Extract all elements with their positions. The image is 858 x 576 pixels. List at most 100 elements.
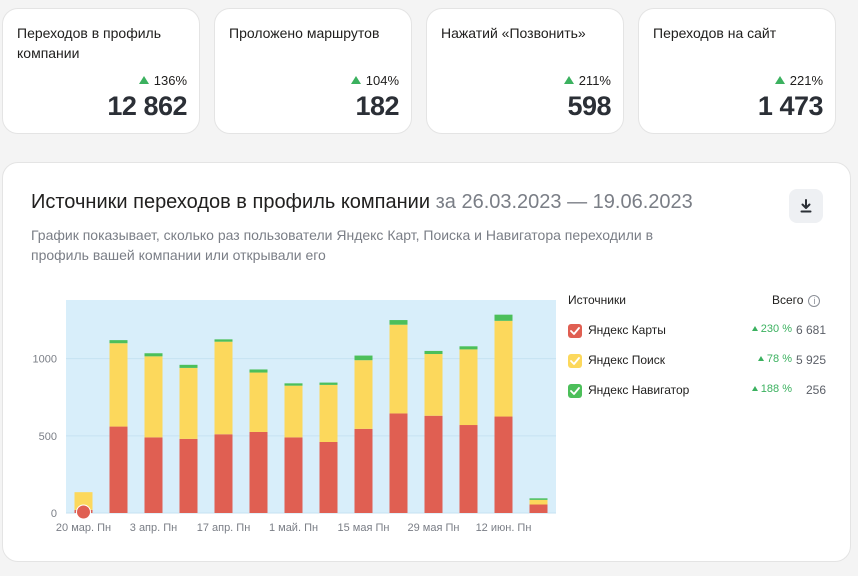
section-title: Источники переходов в профиль компании з… — [31, 191, 693, 213]
bar-segment-1 — [424, 415, 443, 513]
y-tick-label: 0 — [51, 508, 57, 520]
bar-segment-2 — [389, 324, 408, 414]
checkbox-maps[interactable] — [568, 324, 582, 338]
legend-item-total: 256 — [805, 383, 826, 397]
plot-background — [66, 300, 556, 513]
y-tick-label: 500 — [39, 431, 57, 443]
legend-sources-label: Источники — [568, 293, 626, 307]
kpi-value: 182 — [355, 91, 399, 121]
bar-segment-1 — [144, 437, 163, 513]
legend-item-navigator[interactable]: Яндекс Навигатор 188 % 256 — [568, 381, 826, 401]
checkbox-navigator[interactable] — [568, 384, 582, 398]
trend-up-icon — [757, 356, 764, 361]
kpi-card-routes[interactable]: Проложено маршрутов 104% 182 — [214, 8, 412, 134]
bar-segment-3 — [529, 498, 548, 500]
bar-segment-3 — [494, 314, 513, 321]
bar-segment-2 — [284, 385, 303, 438]
bar-segment-2 — [494, 320, 513, 417]
legend-item-pct: 230 % — [751, 323, 792, 335]
stacked-bar-chart: 0 500 1000 20 мар. Пн 3 апр. Пн 17 апр. Пн 1 м… — [33, 300, 556, 534]
bar-segment-3 — [424, 350, 443, 355]
bar-segment-2 — [109, 343, 128, 427]
bar-segment-3 — [144, 353, 163, 357]
info-icon[interactable]: i — [808, 295, 821, 307]
trend-up-icon — [751, 386, 758, 391]
bar-segment-2 — [319, 384, 338, 442]
kpi-card-calls[interactable]: Нажатий «Позвонить» 211% 598 — [426, 8, 624, 134]
bar-segment-2 — [249, 372, 268, 432]
bar-segment-3 — [354, 355, 373, 361]
bar-segment-1 — [354, 428, 373, 513]
kpi-card-site-visits[interactable]: Переходов на сайт 221% 1 473 — [638, 8, 836, 134]
kpi-title: Переходов на сайт — [653, 25, 777, 41]
legend-item-total: 6 681 — [795, 323, 826, 337]
legend-total-header: Всего i — [772, 293, 821, 307]
bar-segment-1 — [389, 413, 408, 513]
kpi-title: Нажатий «Позвонить» — [441, 25, 586, 41]
bar-segment-3 — [284, 383, 303, 386]
bar-segment-3 — [249, 369, 268, 373]
bar-segment-3 — [389, 320, 408, 325]
kpi-delta: 221% — [774, 73, 823, 88]
legend-item-search[interactable]: Яндекс Поиск 78 % 5 925 — [568, 351, 826, 371]
bar-segment-1 — [249, 431, 268, 513]
bar-segment-3 — [459, 346, 478, 350]
bar-segment-1 — [214, 434, 233, 513]
x-tick-label: 20 мар. Пн — [56, 522, 111, 534]
trend-up-icon — [350, 76, 361, 84]
legend-item-label: Яндекс Поиск — [588, 353, 665, 367]
trend-up-icon — [774, 76, 785, 84]
bar-segment-2 — [354, 360, 373, 429]
legend-item-pct: 188 % — [751, 383, 792, 395]
download-icon — [800, 199, 812, 213]
x-tick-label: 12 июн. Пн — [476, 522, 532, 534]
kpi-card-profile-visits[interactable]: Переходов в профиль компании 136% 12 862 — [2, 8, 200, 134]
bar-segment-2 — [214, 341, 233, 435]
bar-segment-1 — [459, 425, 478, 513]
kpi-value: 12 862 — [107, 91, 187, 121]
bar-segment-3 — [319, 382, 338, 385]
trend-up-icon — [563, 76, 574, 84]
sources-card: Источники переходов в профиль компании з… — [2, 162, 851, 562]
bar-segment-1 — [529, 504, 548, 513]
bar-segment-1 — [494, 416, 513, 513]
legend-item-total: 5 925 — [795, 353, 826, 367]
legend-item-maps[interactable]: Яндекс Карты 230 % 6 681 — [568, 321, 826, 341]
kpi-delta: 136% — [138, 73, 187, 88]
kpi-title: Переходов в профиль компании — [17, 25, 161, 61]
kpi-value: 598 — [567, 91, 611, 121]
kpi-value: 1 473 — [757, 91, 824, 121]
kpi-title: Проложено маршрутов — [229, 25, 380, 41]
x-tick-label: 3 апр. Пн — [130, 522, 177, 534]
x-tick-label: 17 апр. Пн — [197, 522, 251, 534]
x-tick-label: 29 мая Пн — [408, 522, 460, 534]
bar-segment-2 — [144, 356, 163, 438]
bar-segment-1 — [284, 437, 303, 513]
legend-item-label: Яндекс Навигатор — [588, 383, 690, 397]
section-description: График показывает, сколько раз пользоват… — [31, 227, 654, 263]
bar-segment-3 — [214, 339, 233, 342]
x-tick-label: 15 мая Пн — [338, 522, 390, 534]
bar-segment-2 — [74, 492, 93, 510]
section-period: за 26.03.2023 — 19.06.2023 — [435, 191, 693, 213]
legend-item-label: Яндекс Карты — [588, 323, 666, 337]
bar-segment-3 — [109, 340, 128, 344]
legend-item-pct: 78 % — [757, 353, 792, 365]
bar-segment-1 — [179, 438, 198, 513]
trend-up-icon — [751, 326, 758, 331]
bar-segment-3 — [179, 364, 198, 368]
trend-up-icon — [138, 76, 149, 84]
bar-segment-1 — [109, 426, 128, 513]
kpi-delta: 211% — [563, 73, 611, 88]
bar-segment-1 — [319, 442, 338, 513]
event-marker[interactable] — [76, 504, 91, 520]
download-button[interactable] — [789, 189, 823, 223]
y-tick-label: 1000 — [33, 354, 57, 366]
kpi-delta: 104% — [350, 73, 399, 88]
bar-segment-2 — [529, 499, 548, 505]
bar-segment-2 — [459, 349, 478, 426]
bar-segment-2 — [424, 354, 443, 416]
x-tick-label: 1 май. Пн — [269, 522, 318, 534]
checkbox-search[interactable] — [568, 354, 582, 368]
bar-segment-2 — [179, 367, 198, 439]
